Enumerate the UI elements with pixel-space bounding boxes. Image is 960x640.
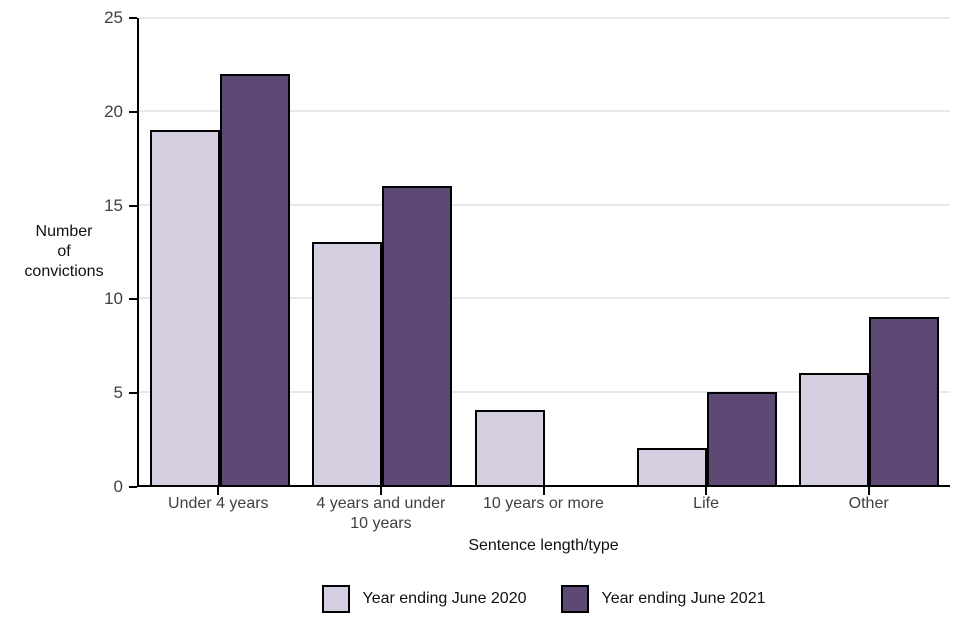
y-tick-label: 15	[104, 195, 123, 215]
legend-label: Year ending June 2021	[601, 590, 766, 607]
plot-area	[137, 17, 950, 487]
y-tick-label: 25	[104, 8, 123, 27]
tick-mark	[379, 487, 382, 495]
y-axis-title-line: convictions	[24, 263, 104, 280]
y-axis-title-line: of	[57, 243, 71, 260]
tick-mark	[217, 487, 220, 495]
bar-series-0	[150, 130, 221, 485]
y-axis-ticks: 0 5 10 15 20 25	[0, 8, 137, 496]
gridline	[139, 17, 950, 19]
tick-mark	[705, 487, 708, 495]
bar-group	[463, 18, 625, 485]
bar-series-0	[312, 242, 383, 485]
bar-series-1	[382, 186, 453, 485]
tick-mark	[542, 487, 545, 495]
x-category-label: 4 years and under 10 years	[316, 495, 446, 532]
tick-mark	[129, 204, 137, 207]
bar-group	[626, 18, 788, 485]
y-tick-label: 10	[104, 289, 123, 309]
tick-mark	[129, 110, 137, 113]
x-category-labels: Under 4 years 4 years and under 10 years…	[137, 494, 950, 534]
bar-series-0	[474, 410, 545, 485]
x-category-label: 10 years or more	[483, 495, 604, 512]
y-tick-label: 5	[113, 383, 123, 403]
y-axis-title-line: Number	[35, 223, 93, 240]
gridline	[139, 110, 950, 113]
legend-item-2021: Year ending June 2021	[560, 585, 766, 613]
legend-swatch-2020	[321, 585, 350, 613]
gridlines	[139, 17, 950, 485]
legend: Year ending June 2020 Year ending June 2…	[137, 583, 950, 615]
tick-mark	[129, 17, 137, 19]
bar-group	[788, 18, 950, 485]
bars-container	[139, 18, 950, 485]
gridline	[139, 390, 950, 393]
legend-item-2020: Year ending June 2020	[321, 585, 527, 613]
x-axis-title: Sentence length/type	[468, 537, 619, 554]
bar-series-1	[706, 391, 777, 485]
tick-mark	[129, 486, 137, 488]
x-category-label: Life	[693, 495, 719, 512]
bar-series-0	[636, 447, 707, 485]
bar-group	[301, 18, 463, 485]
x-category-label: Other	[848, 495, 889, 512]
bar-series-1	[220, 74, 291, 485]
gridline	[139, 203, 950, 206]
tick-mark	[129, 298, 137, 301]
y-axis-title: Number of convictions	[8, 222, 120, 282]
x-axis-ticks	[137, 487, 950, 495]
bar-series-1	[868, 316, 939, 485]
y-tick-label: 20	[104, 101, 123, 121]
x-category-label: Under 4 years	[168, 495, 269, 512]
y-tick-label: 0	[113, 477, 123, 496]
bar-group	[139, 18, 301, 485]
legend-label: Year ending June 2020	[362, 590, 527, 607]
tick-mark	[867, 487, 870, 495]
gridline	[139, 297, 950, 300]
tick-mark	[129, 392, 137, 395]
legend-swatch-2021	[560, 585, 589, 613]
bar-series-0	[798, 372, 869, 485]
